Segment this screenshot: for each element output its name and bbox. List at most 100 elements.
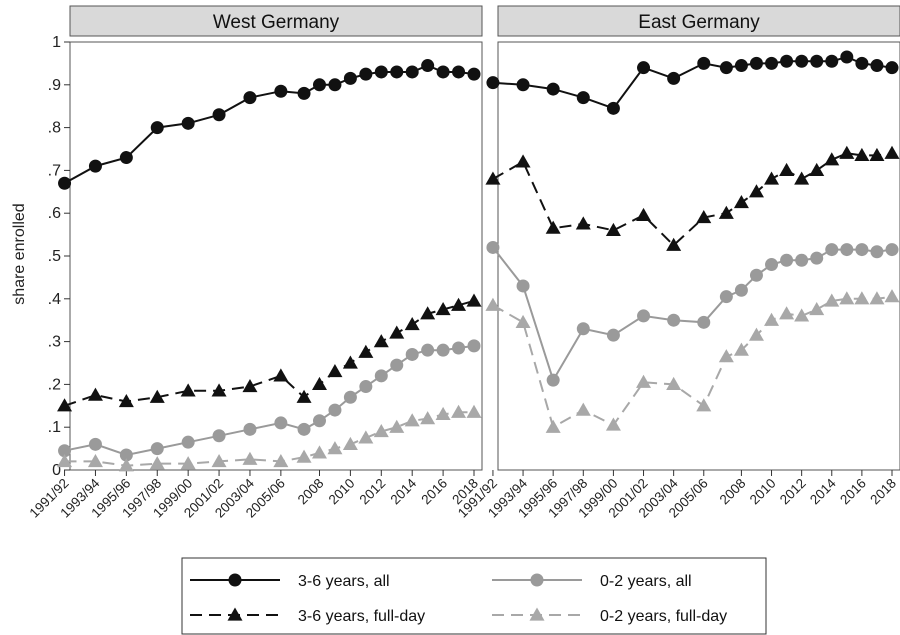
east-germany-series-3-6-years-all <box>486 50 899 115</box>
data-point <box>666 237 682 251</box>
series-line <box>492 246 893 383</box>
panels: West Germany0.1.2.3.4.5.6.7.8.911991/921… <box>27 5 900 521</box>
data-point <box>87 453 103 468</box>
data-point <box>870 245 884 259</box>
data-point <box>58 444 72 458</box>
data-point <box>485 171 501 185</box>
data-point <box>795 54 809 68</box>
data-point <box>297 86 311 100</box>
data-point <box>359 380 373 394</box>
data-point <box>637 61 651 75</box>
data-point <box>696 398 712 412</box>
x-tick-label: 2010 <box>747 476 779 508</box>
data-point <box>637 309 651 323</box>
data-point <box>118 458 134 472</box>
data-point <box>180 383 196 397</box>
data-point <box>697 315 711 329</box>
y-tick-label: .5 <box>48 248 61 265</box>
west-germany-series-3-6-years-all <box>58 59 481 190</box>
data-point <box>545 220 561 234</box>
y-tick-label: 1 <box>52 34 61 51</box>
east-germany-series-3-6-years-full-day <box>485 145 900 251</box>
data-point <box>809 302 825 316</box>
data-point <box>297 422 311 436</box>
legend-item-3-6-years-full-day: 3-6 years, full-day <box>190 607 425 625</box>
west-germany-title: West Germany <box>213 12 340 33</box>
legend-box <box>181 557 767 635</box>
data-point <box>605 222 621 236</box>
data-point <box>420 306 436 320</box>
data-point <box>764 312 780 326</box>
data-point <box>435 302 451 316</box>
data-point <box>312 414 326 428</box>
data-point <box>421 59 435 73</box>
data-point <box>467 67 481 81</box>
data-point <box>311 376 327 391</box>
x-tick-label: 2016 <box>418 476 450 508</box>
data-point <box>466 293 482 307</box>
data-point <box>452 341 466 355</box>
data-point <box>435 406 451 420</box>
data-point <box>854 291 870 305</box>
east-germany-plot-frame <box>497 41 900 471</box>
x-tick-label: 2012 <box>777 476 809 508</box>
data-point <box>794 308 810 322</box>
data-point <box>119 151 133 165</box>
data-point <box>327 441 343 455</box>
data-point <box>452 65 466 79</box>
data-point <box>274 416 288 430</box>
data-point <box>748 184 764 198</box>
x-tick-label: 2016 <box>837 476 869 508</box>
x-tick-label: 2010 <box>326 476 358 508</box>
west-germany-series-0-2-years-full-day <box>57 404 482 472</box>
data-point <box>211 383 227 397</box>
data-point <box>885 61 899 75</box>
data-point <box>780 253 794 267</box>
series-line <box>64 64 475 185</box>
data-point <box>374 369 388 383</box>
series-line <box>492 295 893 429</box>
data-point <box>328 78 342 92</box>
data-point <box>58 176 72 190</box>
x-tick-label: 2008 <box>295 476 327 508</box>
y-tick-label: 0 <box>52 462 61 479</box>
data-point <box>242 379 258 393</box>
y-axis-title: share enrolled <box>11 203 28 304</box>
data-point <box>765 258 779 272</box>
data-point <box>748 327 764 341</box>
data-point <box>795 253 809 267</box>
y-tick-label: .3 <box>48 334 61 351</box>
data-point <box>794 171 810 185</box>
data-point <box>824 293 840 307</box>
data-point <box>358 430 374 444</box>
data-point <box>150 121 164 135</box>
data-point <box>312 78 326 92</box>
data-point <box>719 290 733 304</box>
legend-item-0-2-years-all: 0-2 years, all <box>492 573 692 590</box>
data-point <box>389 325 405 339</box>
data-point <box>451 404 467 418</box>
data-point <box>119 448 133 462</box>
data-point <box>515 314 531 328</box>
data-point <box>88 159 102 173</box>
data-point <box>697 56 711 70</box>
x-tick-label: 2014 <box>807 475 839 507</box>
data-point <box>840 50 854 64</box>
data-point <box>718 205 734 219</box>
data-point <box>150 442 164 456</box>
y-tick-label: .1 <box>48 419 61 436</box>
data-point <box>404 413 420 427</box>
data-point <box>840 243 854 257</box>
data-point <box>718 349 734 363</box>
legend-marker <box>530 573 544 587</box>
west-germany-series-3-6-years-full-day <box>57 293 482 412</box>
data-point <box>749 268 763 282</box>
legend-marker <box>529 607 545 621</box>
data-point <box>311 445 327 459</box>
data-point <box>734 283 748 297</box>
y-tick-label: .2 <box>48 376 61 393</box>
data-point <box>546 373 560 387</box>
data-point <box>467 339 481 353</box>
data-point <box>855 56 869 70</box>
